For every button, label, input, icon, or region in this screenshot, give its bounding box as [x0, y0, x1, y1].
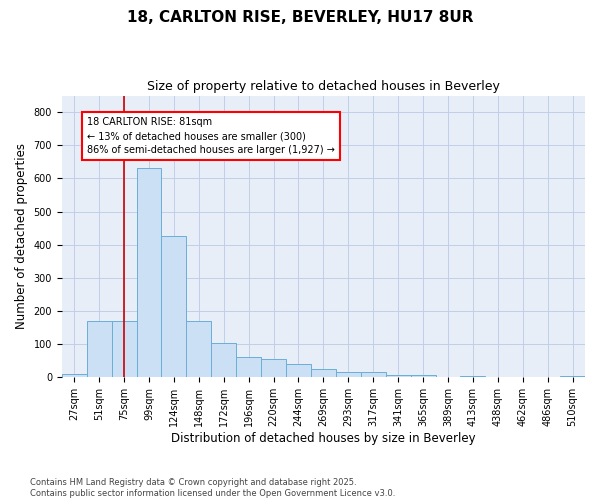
- Bar: [560, 376, 585, 378]
- Bar: [386, 375, 410, 378]
- Bar: [485, 376, 510, 378]
- Bar: [161, 236, 187, 378]
- Bar: [436, 376, 460, 378]
- Bar: [311, 369, 336, 378]
- Bar: [86, 321, 112, 378]
- Bar: [112, 321, 137, 378]
- Y-axis label: Number of detached properties: Number of detached properties: [15, 144, 28, 330]
- Bar: [187, 321, 211, 378]
- Bar: [410, 375, 436, 378]
- Text: Contains HM Land Registry data © Crown copyright and database right 2025.
Contai: Contains HM Land Registry data © Crown c…: [30, 478, 395, 498]
- Bar: [286, 364, 311, 378]
- Bar: [535, 376, 560, 378]
- Bar: [510, 376, 535, 378]
- X-axis label: Distribution of detached houses by size in Beverley: Distribution of detached houses by size …: [171, 432, 476, 445]
- Bar: [236, 358, 261, 378]
- Bar: [460, 376, 485, 378]
- Bar: [62, 374, 86, 378]
- Text: 18 CARLTON RISE: 81sqm
← 13% of detached houses are smaller (300)
86% of semi-de: 18 CARLTON RISE: 81sqm ← 13% of detached…: [87, 117, 335, 155]
- Bar: [137, 168, 161, 378]
- Bar: [361, 372, 386, 378]
- Bar: [211, 342, 236, 378]
- Bar: [336, 372, 361, 378]
- Title: Size of property relative to detached houses in Beverley: Size of property relative to detached ho…: [147, 80, 500, 93]
- Bar: [261, 359, 286, 378]
- Text: 18, CARLTON RISE, BEVERLEY, HU17 8UR: 18, CARLTON RISE, BEVERLEY, HU17 8UR: [127, 10, 473, 25]
